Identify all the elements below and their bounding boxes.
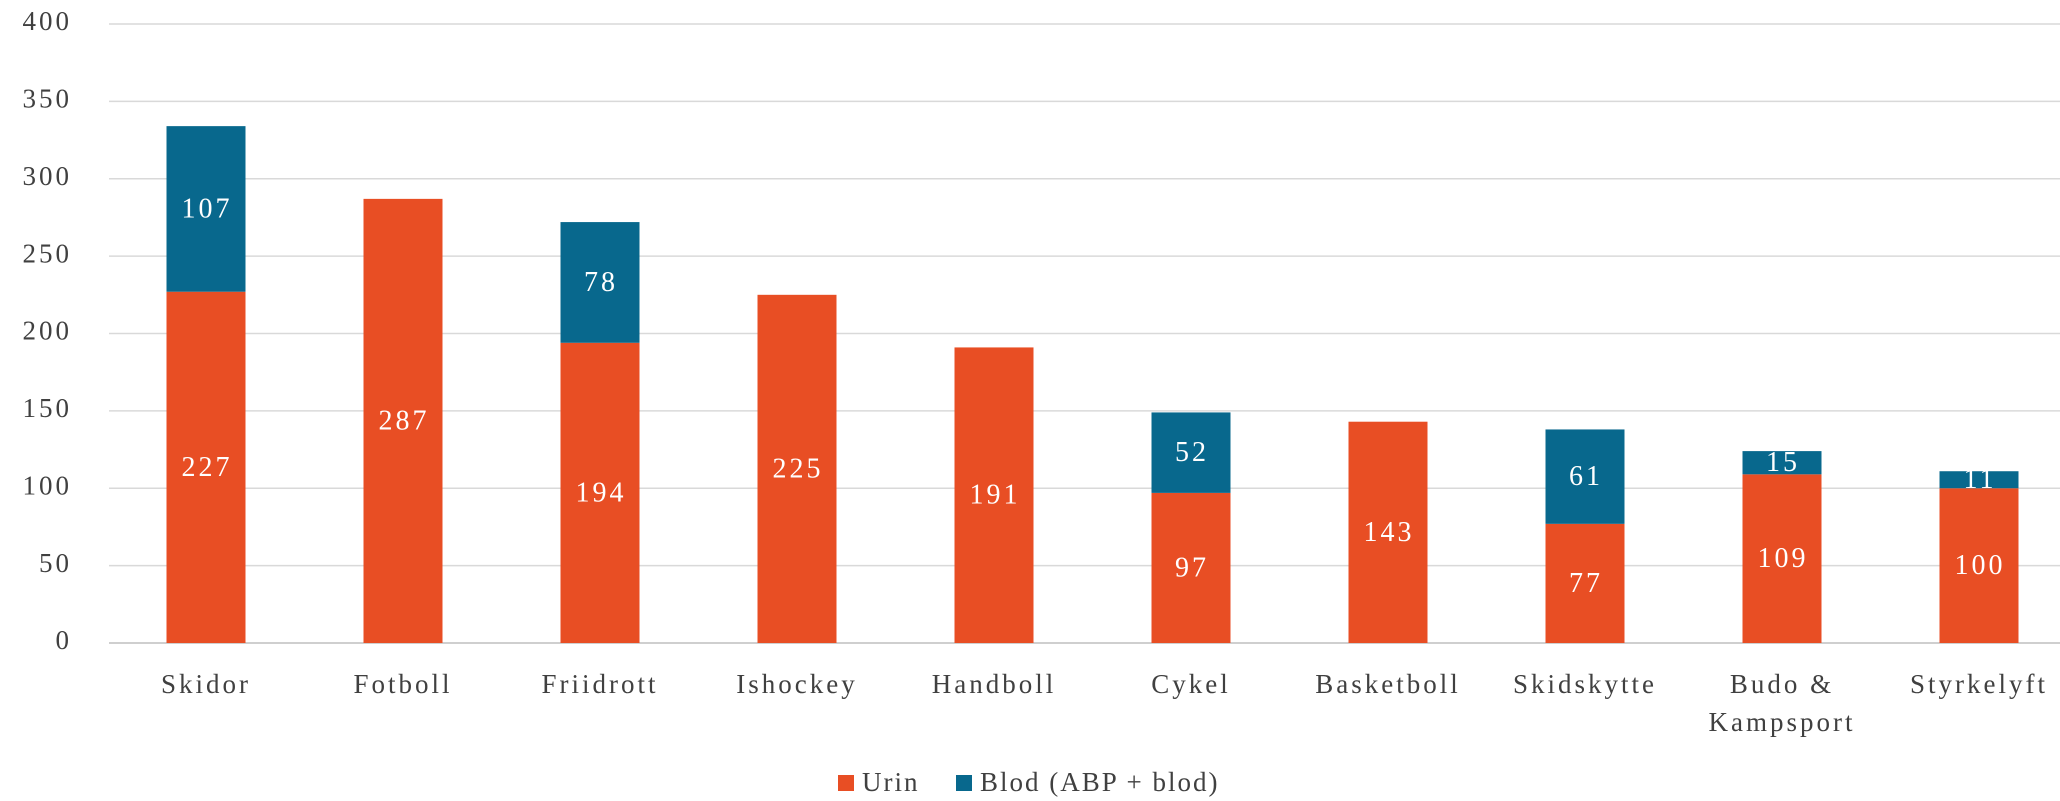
bar-segment	[1151, 492, 1231, 643]
data-label: 78	[584, 267, 618, 298]
bar-segment	[560, 342, 640, 643]
legend-item: Blod (ABP + blod)	[956, 767, 1220, 798]
x-tick-label: Skidskytte	[1512, 669, 1657, 699]
data-label: 97	[1175, 552, 1209, 583]
bar-segment	[1939, 488, 2019, 643]
x-tick-label: Fotboll	[353, 669, 453, 699]
data-label: 109	[1758, 543, 1809, 574]
y-tick-label: 300	[23, 161, 73, 191]
legend-label: Urin	[862, 767, 920, 797]
legend-swatch	[956, 774, 972, 791]
bar-segment	[1348, 421, 1428, 643]
data-label: 227	[182, 452, 233, 483]
data-label: 100	[1955, 550, 2006, 581]
bar-segment	[166, 291, 246, 643]
bar-segment	[1151, 412, 1231, 493]
bar-segment	[1545, 523, 1625, 643]
bar-segment	[1939, 471, 2019, 489]
y-tick-label: 200	[23, 316, 73, 346]
data-label: 194	[576, 477, 627, 508]
legend-item: Urin	[838, 767, 920, 798]
x-tick-label: Handboll	[931, 669, 1057, 699]
data-label: 61	[1569, 461, 1603, 492]
y-tick-label: 50	[39, 548, 72, 578]
x-tick-label: Styrkelyft	[1910, 669, 2048, 699]
x-tick-label: Skidor	[160, 669, 251, 699]
bar-segment	[363, 198, 443, 643]
legend-swatch	[838, 774, 854, 791]
data-label: 107	[182, 193, 233, 224]
y-tick-label: 100	[23, 470, 73, 500]
data-label: 143	[1364, 517, 1415, 548]
data-label: 225	[773, 453, 824, 484]
bar-segment	[560, 222, 640, 343]
y-tick-label: 0	[56, 625, 73, 655]
x-tick-label: Cykel	[1151, 669, 1231, 699]
bar-segment	[1742, 451, 1822, 475]
x-tick-label: Friidrott	[541, 669, 659, 699]
bar-segment	[166, 126, 246, 292]
y-tick-label: 150	[23, 393, 73, 423]
legend-label: Blod (ABP + blod)	[980, 767, 1220, 797]
bar-segment	[954, 347, 1034, 643]
y-tick-label: 400	[23, 6, 73, 36]
data-label: 11	[1964, 464, 1997, 495]
x-tick-label: Budo & Kampsport	[1708, 669, 1856, 737]
bar-segment	[1742, 474, 1822, 643]
bar-segment	[757, 294, 837, 643]
data-label: 287	[379, 405, 430, 436]
bar-segment	[1545, 429, 1625, 524]
data-label: 191	[970, 480, 1021, 511]
data-label: 15	[1766, 447, 1800, 478]
x-tick-label: Ishockey	[736, 669, 858, 699]
x-tick-label: Basketboll	[1315, 669, 1461, 699]
y-tick-label: 350	[23, 84, 73, 114]
data-label: 77	[1569, 568, 1603, 599]
data-label: 52	[1175, 437, 1209, 468]
y-tick-label: 250	[23, 238, 73, 268]
